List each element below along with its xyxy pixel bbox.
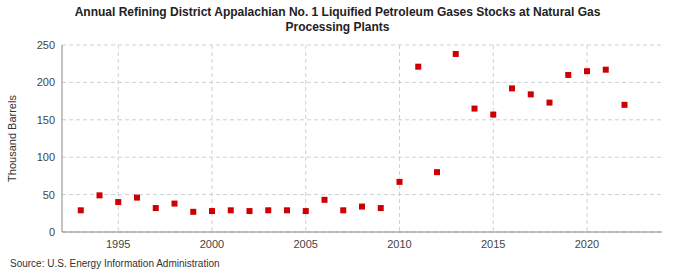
grid-line-y bbox=[62, 157, 662, 158]
grid-line-x bbox=[493, 45, 494, 232]
point bbox=[509, 85, 515, 91]
point bbox=[115, 199, 121, 205]
point bbox=[265, 207, 271, 213]
tick-label-x: 2000 bbox=[200, 238, 224, 250]
grid-line-y bbox=[62, 119, 662, 120]
grid-line-x bbox=[212, 45, 213, 232]
point bbox=[153, 205, 159, 211]
title: Annual Refining District Appalachian No.… bbox=[75, 5, 601, 34]
tick-label-x: 2020 bbox=[575, 238, 599, 250]
point bbox=[190, 209, 196, 215]
tick-label-y: 200 bbox=[37, 76, 55, 88]
point bbox=[303, 208, 309, 214]
point bbox=[247, 208, 253, 214]
tick-label-y: 150 bbox=[37, 114, 55, 126]
tick-label-y: 0 bbox=[49, 226, 55, 238]
point bbox=[78, 207, 84, 213]
grid-line-y bbox=[62, 82, 662, 83]
point bbox=[397, 179, 403, 185]
axes: 0 50 100 150 200 250 1995 2000 2005 2010 2015 2020 bbox=[37, 39, 662, 250]
tick-label-y: 50 bbox=[43, 189, 55, 201]
grid bbox=[62, 45, 662, 232]
point bbox=[228, 207, 234, 213]
point bbox=[547, 100, 553, 106]
grid-line-y bbox=[62, 194, 662, 195]
point bbox=[359, 204, 365, 210]
annotation: Source: U.S. Energy Information Administ… bbox=[10, 258, 220, 269]
series bbox=[78, 51, 628, 215]
point bbox=[584, 68, 590, 74]
tick-label-x: 2015 bbox=[481, 238, 505, 250]
point bbox=[603, 67, 609, 73]
point bbox=[415, 64, 421, 70]
point bbox=[322, 197, 328, 203]
point bbox=[472, 106, 478, 112]
point bbox=[172, 201, 178, 207]
point bbox=[622, 102, 628, 108]
tick-label-x: 2010 bbox=[387, 238, 411, 250]
point bbox=[134, 195, 140, 201]
tick-label-x: 2005 bbox=[294, 238, 318, 250]
point bbox=[284, 207, 290, 213]
grid-line-y bbox=[62, 45, 662, 46]
point bbox=[528, 91, 534, 97]
x-axis-line bbox=[62, 232, 662, 233]
axis-label-y: Thousand Barrels bbox=[6, 95, 18, 182]
point bbox=[209, 208, 215, 214]
y-axis-line bbox=[62, 45, 63, 232]
point bbox=[453, 51, 459, 57]
chart: Annual Refining District Appalachian No.… bbox=[0, 0, 675, 275]
point bbox=[340, 207, 346, 213]
point bbox=[565, 72, 571, 78]
point bbox=[434, 169, 440, 175]
grid-line-x bbox=[305, 45, 306, 232]
point bbox=[97, 192, 103, 198]
grid-line-y bbox=[62, 232, 662, 233]
point bbox=[378, 205, 384, 211]
grid-line-x bbox=[399, 45, 400, 232]
point bbox=[490, 112, 496, 118]
tick-label-y: 250 bbox=[37, 39, 55, 51]
tick-label-y: 100 bbox=[37, 151, 55, 163]
tick-label-x: 1995 bbox=[106, 238, 130, 250]
